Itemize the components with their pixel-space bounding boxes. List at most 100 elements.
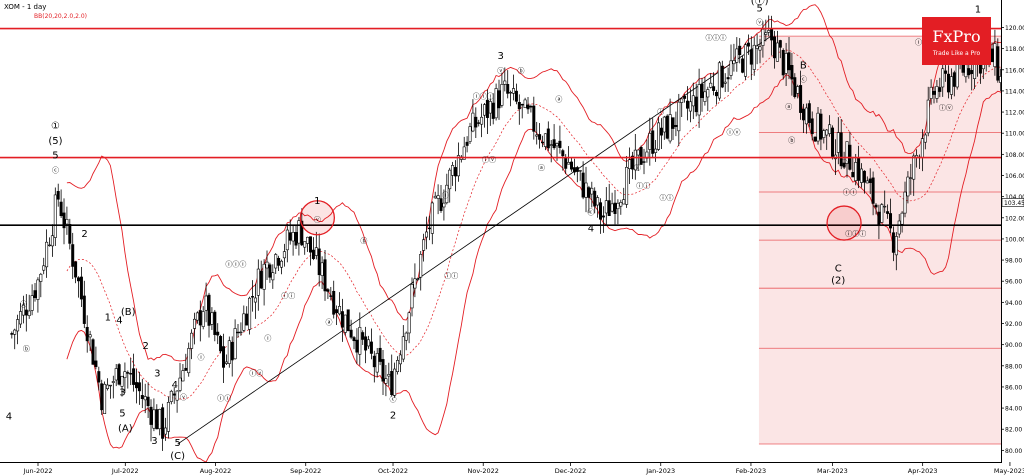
candle — [941, 60, 945, 97]
candle-body — [190, 332, 194, 349]
candle-body — [857, 157, 861, 181]
candle-body — [822, 130, 826, 138]
wave-label: (2) — [831, 275, 845, 286]
candle — [535, 121, 539, 145]
wave-label: ⓘ — [634, 164, 641, 172]
candle-body — [813, 136, 817, 142]
candle — [900, 211, 904, 233]
candle — [407, 311, 411, 344]
candle — [671, 117, 675, 141]
candle — [865, 176, 869, 184]
candle — [413, 263, 417, 298]
wave-label: ⓒ — [587, 209, 594, 217]
candle-body — [764, 32, 768, 35]
candle — [285, 223, 289, 263]
candle — [804, 103, 808, 134]
candle-body — [703, 91, 707, 102]
candle-body — [195, 312, 199, 321]
candle — [642, 148, 646, 175]
candle — [578, 169, 582, 181]
upper-band — [66, 4, 1024, 362]
candle-body — [30, 295, 34, 311]
candle-body — [253, 297, 257, 303]
candle-body — [717, 62, 721, 99]
wave-label: ⓘⓘ — [217, 395, 231, 403]
candle — [410, 277, 414, 317]
candle — [659, 118, 663, 149]
wave-label: ⓑ — [23, 345, 30, 353]
candle-body — [810, 118, 814, 135]
candle-body — [48, 244, 52, 247]
trend-line — [177, 35, 772, 445]
y-tick-label: 92.00 — [1005, 321, 1022, 328]
wave-label: ⓘⓘ — [843, 189, 857, 197]
candle-body — [111, 381, 115, 383]
candle — [349, 319, 353, 340]
logo-badge — [922, 17, 991, 65]
candle-body — [726, 77, 730, 80]
candle — [262, 259, 266, 306]
candle-body — [575, 167, 579, 172]
candle-body — [970, 70, 974, 74]
candle — [526, 96, 530, 114]
candle-body — [796, 86, 800, 94]
candle — [726, 67, 730, 92]
candle-body — [358, 327, 362, 355]
y-tick-label: 102.00 — [1005, 215, 1024, 222]
candle-body — [65, 218, 69, 225]
candle-body — [610, 203, 614, 212]
candle-body — [787, 52, 791, 71]
candle-body — [158, 409, 162, 430]
candle — [439, 185, 443, 213]
candle-body — [584, 182, 588, 198]
candle — [836, 117, 840, 165]
candle-body — [297, 220, 301, 244]
candle — [799, 70, 803, 120]
current-price-box — [1001, 198, 1024, 207]
candle — [825, 129, 829, 150]
candle — [494, 83, 498, 121]
candle — [85, 315, 89, 353]
candle-body — [799, 85, 803, 113]
candle-body — [21, 304, 25, 316]
candle — [552, 124, 556, 150]
candle-body — [442, 202, 446, 208]
candle-body — [529, 105, 533, 108]
candle-body — [860, 168, 864, 183]
candle — [561, 148, 565, 171]
candle — [923, 132, 927, 150]
candle-body — [53, 194, 57, 238]
wave-label: ⓐ — [785, 103, 792, 111]
candle-body — [140, 395, 144, 400]
x-tick-label: Mar-2023 — [817, 467, 848, 475]
candle — [106, 378, 110, 391]
candle — [442, 189, 446, 221]
candle-body — [851, 172, 855, 178]
candle — [190, 329, 194, 360]
candle — [709, 73, 713, 89]
candle — [193, 312, 197, 345]
candle-body — [155, 409, 159, 430]
candle-body — [778, 40, 782, 48]
candle — [227, 336, 231, 368]
candle — [24, 294, 28, 332]
x-tick-label: Feb-2023 — [736, 467, 766, 475]
candle-body — [651, 130, 655, 154]
candle — [773, 30, 777, 69]
candle-body — [688, 101, 692, 112]
y-tick-label: 120.00 — [1005, 25, 1024, 32]
candle — [48, 237, 52, 247]
wave-label: ⓒ — [52, 166, 59, 174]
candle-body — [19, 311, 23, 325]
candle — [584, 166, 588, 213]
candle — [488, 98, 492, 126]
candle — [404, 331, 408, 351]
candle — [280, 259, 284, 275]
candle-body — [804, 107, 808, 125]
candle — [56, 183, 60, 207]
candle — [674, 111, 678, 137]
candle — [369, 328, 373, 360]
candle — [222, 333, 226, 384]
y-tick-label: 96.00 — [1005, 279, 1022, 286]
candle-body — [938, 87, 942, 92]
